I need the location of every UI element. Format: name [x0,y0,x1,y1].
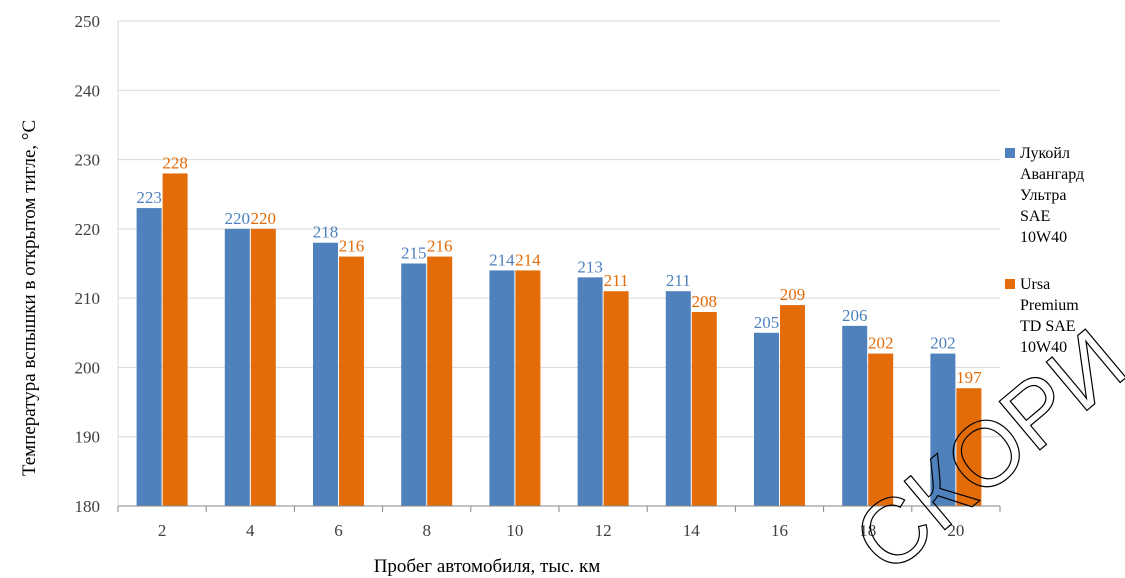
data-label-series-2: 211 [604,271,629,290]
bar-series-2 [603,291,629,506]
bar-series-2 [691,312,717,506]
data-label-series-2: 216 [427,237,453,256]
legend: Лукойл Авангард Ультра SAE 10W40 Ursa Premium T… [1005,145,1084,356]
y-tick-label: 200 [75,358,101,377]
data-label-series-1: 220 [225,209,251,228]
legend-swatch-series-2 [1005,279,1015,289]
y-tick-label: 250 [75,12,101,31]
bar-series-2 [427,256,453,506]
x-tick-label: 20 [947,521,964,540]
data-label-series-1: 215 [401,244,427,263]
bar-series-1 [754,332,779,506]
legend-label-series-1: 10W40 [1020,229,1067,246]
legend-label-series-2: Premium [1020,297,1079,314]
data-label-series-2: 208 [692,292,718,311]
bar-series-1 [665,291,691,506]
gridlines [118,20,1000,438]
y-tick-label: 220 [75,220,101,239]
data-label-series-2: 228 [162,153,188,172]
y-tick-label: 210 [75,289,101,308]
legend-label-series-2: TD SAE [1020,318,1076,335]
data-label-series-2: 220 [251,209,277,228]
bar-series-2 [780,305,805,506]
legend-label-series-1: Лукойл [1020,145,1070,162]
x-tick-label: 4 [246,521,255,540]
data-label-series-1: 214 [489,250,515,269]
data-label-series-2: 202 [868,334,894,353]
bar-series-2 [339,256,364,506]
data-label-series-1: 218 [313,223,339,242]
x-tick-label: 14 [683,521,701,540]
bar-series-2 [868,353,894,506]
legend-label-series-1: Авангард [1020,166,1084,183]
y-axis-title: Температура вспышки в открытом тигле, °С [19,120,40,476]
bar-series-1 [136,208,162,507]
data-label-series-2: 209 [780,285,806,304]
x-axis [117,21,1001,512]
data-label-series-1: 223 [136,188,162,207]
bar-series-2 [956,388,982,506]
legend-swatch-series-1 [1005,148,1015,158]
data-label-series-2: 214 [515,250,541,269]
legend-label-series-1: SAE [1020,208,1050,225]
x-axis-title: Пробег автомобиля, тыс. км [374,556,601,577]
bar-series-1 [401,263,427,506]
bar-series-1 [577,277,603,506]
y-axis-ticks: 180 190 200 210 220 230 240 250 [75,12,101,516]
data-label-series-1: 202 [930,334,956,353]
bar-series-1 [224,228,250,506]
bar-series-1 [313,242,338,506]
x-tick-label: 16 [771,521,788,540]
y-tick-label: 240 [75,81,101,100]
y-tick-label: 190 [75,428,101,447]
data-label-series-2: 216 [339,237,365,256]
x-tick-label: 12 [595,521,612,540]
bar-series-2 [162,173,188,506]
data-label-series-1: 213 [577,257,603,276]
x-tick-label: 8 [422,521,431,540]
x-tick-label: 2 [158,521,167,540]
bar-series-1 [930,353,956,506]
y-tick-label: 180 [75,497,101,516]
data-label-series-1: 205 [754,313,780,332]
bar-series-1 [842,325,868,506]
x-tick-label: 10 [506,521,523,540]
x-tick-label: 18 [859,521,876,540]
data-label-series-1: 211 [666,271,691,290]
legend-label-series-2: Ursa [1020,276,1050,293]
data-label-series-2: 197 [956,368,982,387]
bar-series-2 [250,228,276,506]
bar-series-1 [489,270,515,506]
legend-label-series-2: 10W40 [1020,339,1067,356]
x-axis-ticks: 2 4 6 8 10 12 14 16 18 20 [158,521,965,540]
bars [136,173,982,507]
bar-series-2 [515,270,541,506]
y-tick-label: 230 [75,151,101,170]
legend-label-series-1: Ультра [1020,187,1066,204]
x-tick-label: 6 [334,521,343,540]
data-label-series-1: 206 [842,306,868,325]
